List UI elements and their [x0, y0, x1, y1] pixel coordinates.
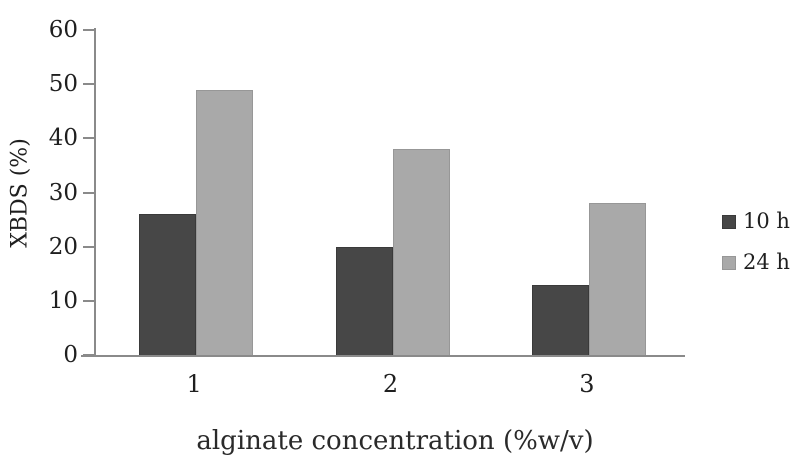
- x-tick-label: 3: [579, 370, 595, 398]
- legend-swatch-10h: [722, 214, 736, 229]
- legend-label: 24 h: [743, 250, 790, 274]
- y-tick-label: 40: [48, 125, 78, 152]
- legend-swatch-24h: [722, 255, 736, 270]
- y-tick-mark: [83, 83, 94, 86]
- y-tick-label: 50: [48, 71, 78, 98]
- x-tick-label: 2: [382, 370, 399, 398]
- bar-24h-cat3: [588, 203, 646, 355]
- bar-24h-cat2: [392, 149, 450, 355]
- y-axis-cap: [94, 28, 96, 30]
- legend-item: 10 h: [722, 209, 790, 234]
- y-tick-label: 60: [48, 17, 78, 43]
- bar-10h-cat1: [139, 214, 197, 355]
- y-tick-mark: [83, 29, 94, 31]
- y-tick-mark: [83, 191, 94, 194]
- x-axis-zero-tick: [81, 355, 96, 357]
- y-tick-label: 30: [48, 179, 78, 206]
- plot-area: 0 10 20 30 40 50 60 1 2 3: [49, 17, 685, 398]
- y-tick-mark: [83, 354, 94, 356]
- legend-label: 10 h: [743, 209, 790, 233]
- legend: 10 h 24 h: [722, 209, 790, 275]
- x-tick-label: 1: [186, 370, 202, 398]
- legend-item: 24 h: [722, 250, 790, 275]
- y-tick-mark: [83, 137, 94, 140]
- x-axis-title: alginate concentration (%w/v): [196, 426, 594, 456]
- bar-24h-cat1: [196, 89, 254, 355]
- y-tick-label: 20: [48, 233, 78, 260]
- bar-10h-cat2: [335, 246, 393, 355]
- y-tick-mark: [83, 299, 94, 302]
- y-tick-label: 10: [48, 287, 78, 314]
- y-tick-label: 0: [63, 342, 78, 368]
- y-tick-mark: [83, 245, 94, 248]
- bar-10h-cat3: [531, 284, 589, 355]
- y-axis-title: XBDS (%): [7, 138, 33, 248]
